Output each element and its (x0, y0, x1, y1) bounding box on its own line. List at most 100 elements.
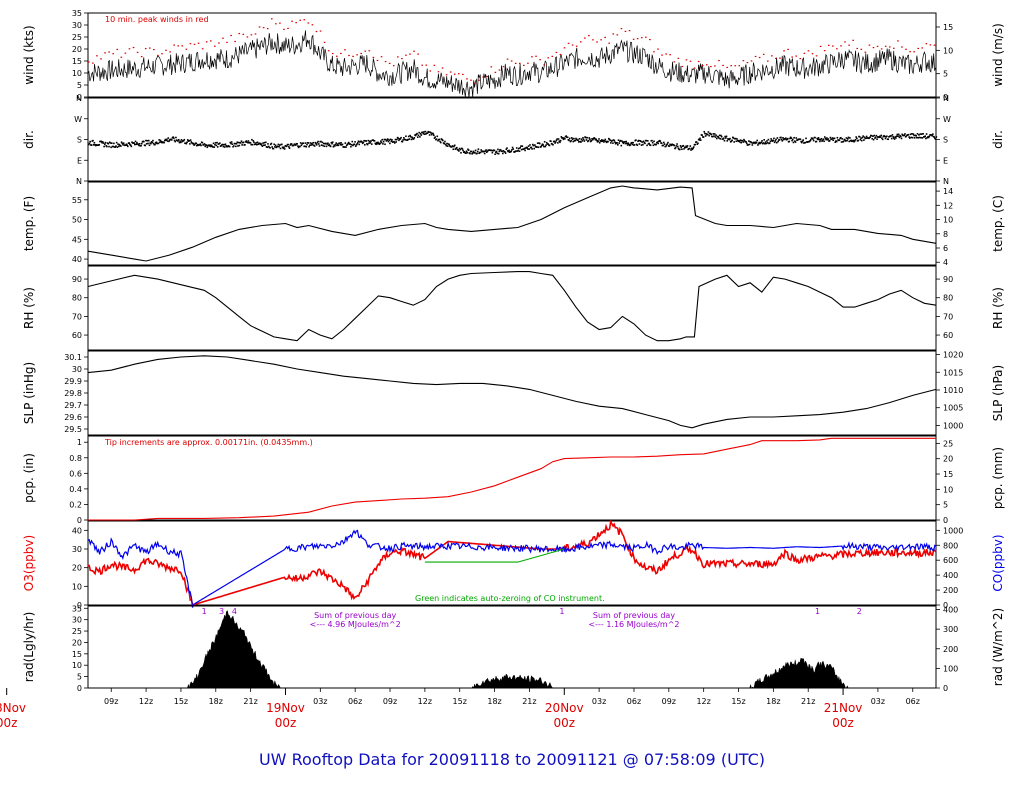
peak-wind-dot (429, 70, 432, 72)
direction-point (353, 143, 356, 146)
series-wind-speed (87, 30, 936, 98)
peak-wind-dot (214, 45, 216, 47)
direction-point (926, 136, 929, 139)
direction-point (623, 141, 626, 143)
direction-point (610, 142, 612, 144)
peak-wind-dot (523, 64, 525, 66)
direction-point (780, 138, 783, 141)
direction-point (116, 146, 119, 148)
day-zulu-label: 00z (275, 716, 297, 730)
direction-point (313, 145, 316, 147)
direction-point (410, 135, 412, 138)
direction-point (555, 139, 558, 142)
direction-point (613, 139, 616, 142)
direction-point (794, 141, 797, 143)
direction-point (720, 134, 722, 137)
o3co-annotation: Green indicates auto-zeroing of CO instr… (415, 594, 605, 603)
direction-point (541, 143, 544, 146)
direction-point (580, 138, 583, 140)
direction-point (897, 135, 899, 137)
rh-ytick-label: 60 (72, 331, 82, 340)
direction-point (558, 140, 561, 142)
peak-wind-dot (612, 33, 615, 35)
series-solar-radiation (88, 610, 936, 689)
direction-point (121, 142, 124, 145)
direction-point (401, 140, 404, 143)
direction-point (474, 149, 477, 152)
direction-point (347, 141, 350, 144)
direction-point (734, 137, 737, 140)
direction-point (338, 142, 341, 145)
direction-point (288, 147, 291, 149)
direction-point (690, 147, 693, 150)
direction-point (630, 141, 633, 144)
direction-point (609, 139, 611, 142)
direction-point (182, 140, 185, 142)
direction-point (916, 136, 918, 139)
direction-point (226, 145, 229, 148)
peak-wind-dot (645, 36, 647, 38)
peak-wind-dot (140, 56, 143, 58)
peak-wind-dot (283, 28, 285, 30)
direction-point (899, 135, 902, 138)
direction-point (288, 146, 290, 148)
direction-point (411, 136, 414, 139)
direction-point (252, 140, 255, 142)
direction-point (801, 140, 804, 142)
direction-point (305, 145, 308, 148)
rad-ytick-label: 0 (77, 684, 82, 693)
peak-wind-dot (791, 56, 793, 58)
direction-point (407, 135, 410, 138)
direction-point (260, 142, 262, 145)
direction-point (809, 139, 811, 142)
direction-point (557, 142, 559, 144)
peak-wind-dot (673, 61, 676, 63)
direction-point (742, 141, 745, 143)
direction-point (894, 136, 897, 138)
direction-point (412, 138, 415, 140)
peak-wind-dot (868, 44, 871, 46)
day-zulu-label: 00z (553, 716, 575, 730)
direction-point (577, 141, 580, 143)
o3co-y2tick-label: 0 (943, 601, 948, 610)
rh-frame (87, 265, 937, 351)
direction-point (587, 139, 590, 142)
rad-ytick-label: 35 (72, 604, 82, 613)
peak-wind-dot (742, 60, 745, 62)
direction-point (801, 141, 803, 144)
temp-ytick-label: 55 (72, 196, 82, 205)
direction-point (598, 138, 600, 140)
direction-point (423, 131, 425, 133)
direction-point (715, 134, 717, 137)
direction-point (725, 135, 728, 138)
direction-point (465, 150, 468, 153)
direction-point (528, 148, 531, 150)
peak-wind-dot (661, 54, 663, 56)
direction-point (934, 138, 937, 140)
slp-ytick-label: 29.5 (64, 425, 82, 434)
peak-wind-dot (112, 53, 114, 55)
direction-point (127, 145, 129, 148)
direction-point (792, 141, 795, 144)
direction-point (543, 145, 545, 148)
direction-point (860, 139, 863, 142)
peak-wind-dot (437, 71, 440, 73)
direction-point (212, 142, 215, 145)
direction-point (158, 139, 160, 141)
direction-point (439, 141, 442, 144)
peak-wind-dot (596, 41, 598, 43)
peak-wind-dot (161, 53, 163, 55)
rad-ytick-label: 15 (72, 650, 82, 659)
direction-point (754, 142, 756, 145)
direction-point (331, 141, 334, 144)
direction-point (174, 140, 177, 143)
direction-point (571, 138, 574, 141)
direction-point (396, 138, 398, 141)
direction-point (496, 152, 499, 155)
direction-point (517, 149, 519, 152)
direction-point (404, 139, 407, 141)
pcp-ytick-label: 0 (77, 516, 82, 525)
direction-point (719, 138, 722, 140)
rh-ylabel2: RH (%) (991, 287, 1005, 329)
direction-point (167, 137, 170, 139)
